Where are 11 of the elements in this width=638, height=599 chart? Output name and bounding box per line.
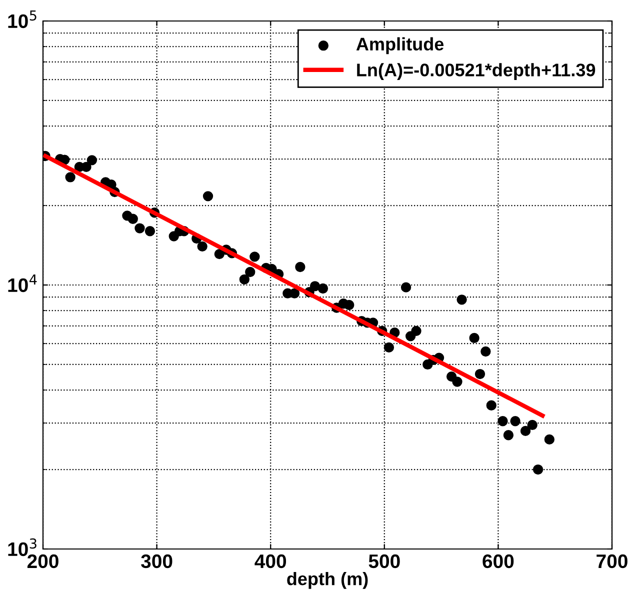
legend-label: Ln(A)=-0.00521*depth+11.39 <box>357 63 596 80</box>
x-tick-label: 300 <box>141 554 172 568</box>
x-axis-title: depth (m) <box>287 572 368 589</box>
x-tick-label: 400 <box>254 554 286 568</box>
y-tick-label: 10$^{5}$ <box>8 10 36 28</box>
y-tick-label: 10$^{4}$ <box>8 274 37 292</box>
x-tick-label: 500 <box>368 554 400 568</box>
legend-label: Amplitude <box>356 37 444 54</box>
x-tick-label: 600 <box>482 554 514 568</box>
x-tick-label: 700 <box>596 554 628 568</box>
x-tick-label: 200 <box>27 554 58 568</box>
